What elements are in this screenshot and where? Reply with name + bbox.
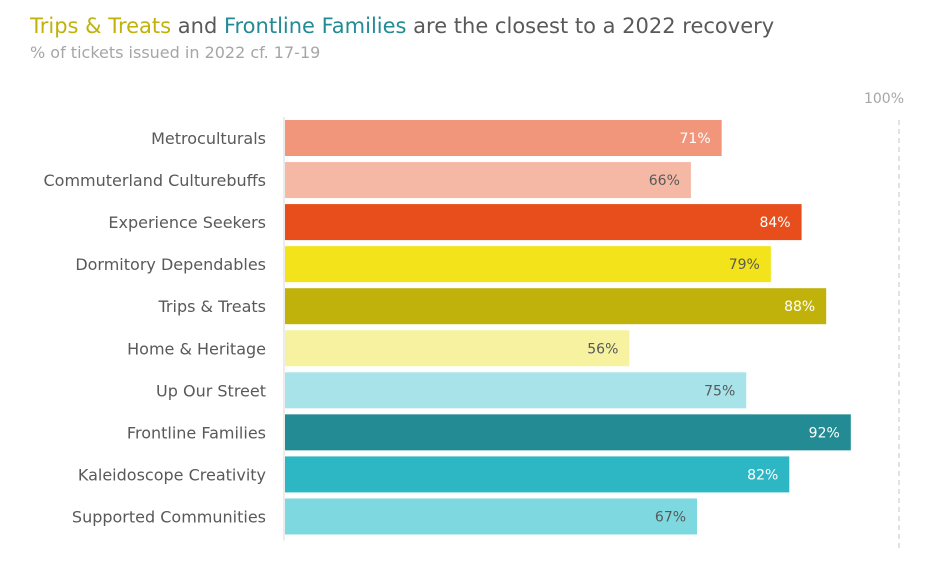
bar-5	[285, 288, 827, 325]
category-label-9: Kaleidoscope Creativity	[78, 465, 266, 484]
bar-6	[285, 330, 630, 367]
value-label-1: 71%	[680, 131, 711, 147]
category-label-6: Home & Heritage	[127, 339, 266, 358]
value-label-4: 79%	[729, 257, 760, 273]
bar-1	[285, 120, 722, 156]
category-label-5: Trips & Treats	[158, 297, 267, 316]
category-label-4: Dormitory Dependables	[75, 255, 266, 274]
title-highlight-frontline-families: Frontline Families	[223, 14, 407, 38]
category-label-1: Metroculturals	[151, 129, 266, 148]
bar-4	[285, 246, 771, 283]
chart-subtitle: % of tickets issued in 2022 cf. 17-19	[30, 43, 321, 62]
title-highlight-trips-treats: Trips & Treats	[30, 14, 172, 38]
value-label-9: 82%	[747, 467, 778, 483]
bar-3	[285, 204, 802, 241]
value-label-7: 75%	[704, 383, 735, 399]
chart-title: Trips & Treats and Frontline Families ar…	[30, 14, 774, 38]
category-label-8: Frontline Families	[127, 423, 266, 442]
value-label-3: 84%	[759, 215, 790, 231]
bar-8	[285, 414, 851, 451]
reference-line-label: 100%	[864, 91, 904, 107]
bar-7	[285, 372, 747, 409]
category-label-3: Experience Seekers	[108, 213, 266, 232]
category-label-2: Commuterland Culturebuffs	[44, 171, 267, 190]
title-connector: and	[171, 14, 224, 38]
value-label-2: 66%	[649, 173, 680, 189]
category-label-7: Up Our Street	[156, 381, 266, 400]
bar-10	[285, 498, 698, 535]
value-label-8: 92%	[809, 425, 840, 441]
title-rest: are the closest to a 2022 recovery	[406, 14, 775, 38]
value-label-5: 88%	[784, 299, 815, 315]
bar-2	[285, 162, 691, 199]
value-label-10: 67%	[655, 509, 686, 525]
value-label-6: 56%	[587, 341, 618, 357]
category-label-10: Supported Communities	[72, 507, 266, 526]
bar-9	[285, 456, 790, 493]
